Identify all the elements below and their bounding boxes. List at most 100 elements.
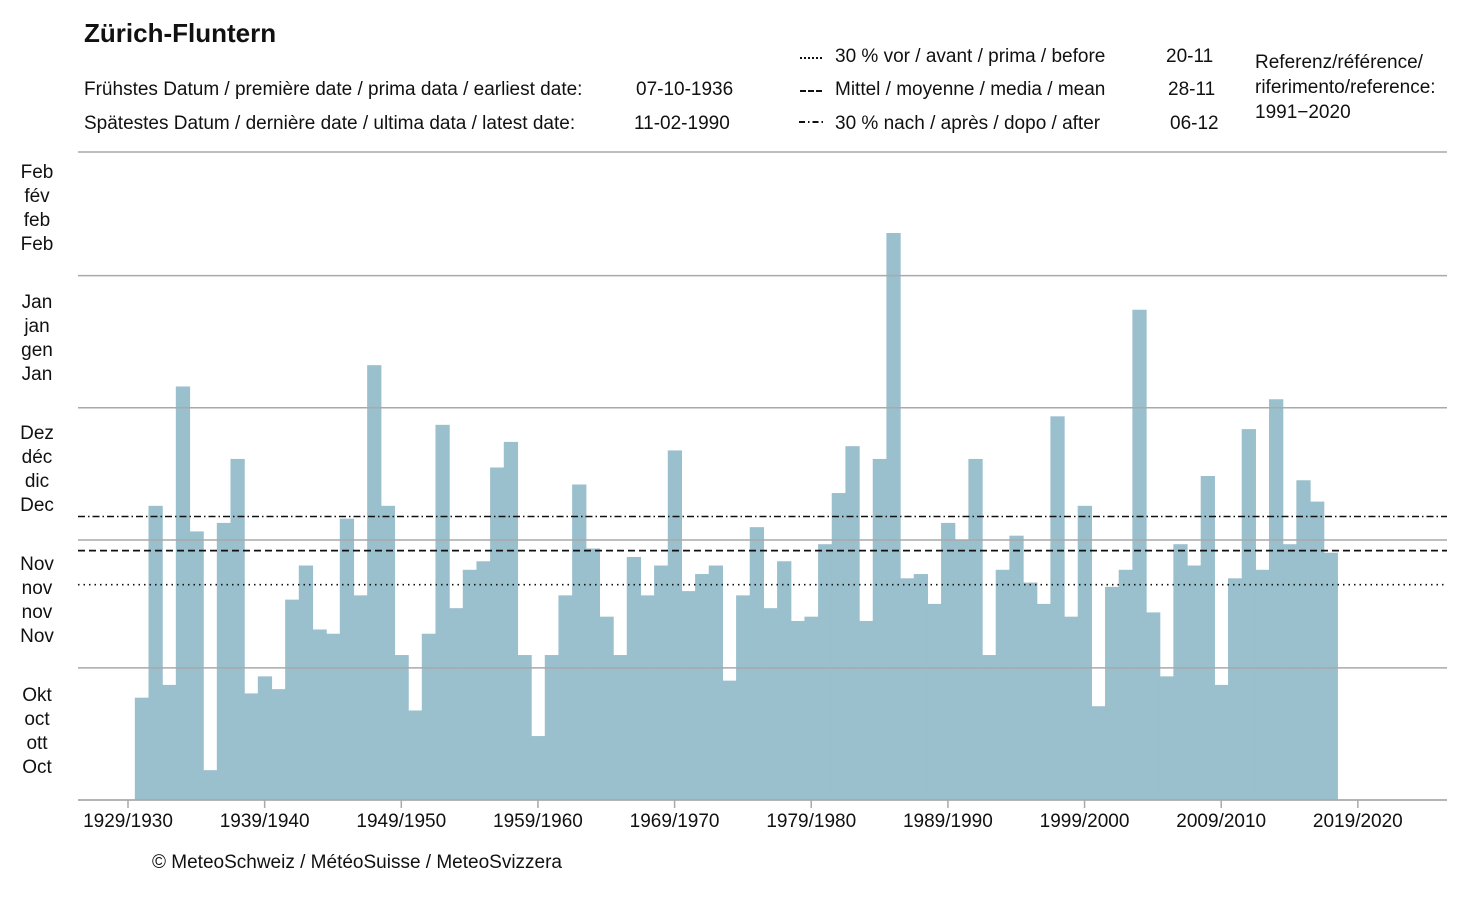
bar	[640, 595, 655, 800]
y-month-label-jan: Jan jan gen Jan	[7, 291, 67, 387]
bar	[1146, 612, 1161, 800]
bar	[831, 493, 847, 800]
bar	[1255, 569, 1270, 800]
bar	[667, 450, 683, 800]
month-line: Okt	[22, 685, 52, 706]
month-line: nov	[21, 578, 53, 599]
month-line: Jan	[21, 364, 53, 385]
legend-before-label: 30 % vor / avant / prima / before	[835, 46, 1106, 67]
month-line: fév	[24, 186, 50, 207]
y-month-label-dec: Dez déc dic Dec	[7, 422, 67, 518]
bar	[503, 441, 519, 800]
month-line: gen	[21, 340, 53, 361]
bar	[257, 676, 273, 800]
month-line: nov	[21, 602, 53, 623]
bar	[175, 386, 191, 800]
bar	[244, 693, 259, 800]
bar	[845, 446, 860, 800]
earliest-date-label: Frühstes Datum / première date / prima d…	[84, 79, 583, 100]
bar	[408, 710, 423, 800]
latest-date-label: Spätestes Datum / dernière date / ultima…	[84, 113, 576, 134]
x-tick-label: 1989/1990	[903, 811, 993, 832]
legend-dashed-swatch	[800, 90, 822, 92]
bar	[476, 561, 491, 800]
x-tick-label: 2019/2020	[1313, 811, 1403, 832]
month-line: Feb	[20, 162, 54, 183]
legend-dashdot-swatch	[799, 121, 825, 123]
bar	[927, 603, 942, 800]
bar	[968, 458, 983, 800]
chart-title: Zürich-Fluntern	[84, 18, 277, 48]
reference-line-2: riferimento/reference:	[1255, 77, 1436, 98]
bar	[1091, 706, 1106, 800]
bar	[995, 569, 1010, 800]
bar	[695, 574, 710, 800]
legend-dotted-swatch	[800, 57, 822, 59]
bar	[1282, 544, 1297, 800]
bar	[790, 620, 806, 800]
bar	[1132, 309, 1147, 800]
bar	[1200, 476, 1215, 800]
bar	[1269, 399, 1284, 800]
y-month-label-oct: Okt oct ott Oct	[7, 684, 67, 780]
month-line: oct	[24, 709, 50, 730]
bar	[1023, 582, 1038, 800]
bar	[230, 458, 245, 800]
month-line: Dez	[20, 423, 54, 444]
bar	[435, 424, 450, 800]
earliest-date-value: 07-10-1936	[636, 79, 734, 100]
bar	[203, 770, 218, 800]
bar	[312, 629, 327, 800]
bar	[1159, 676, 1174, 800]
bar	[394, 655, 409, 800]
legend-before-value: 20-11	[1166, 46, 1214, 67]
bar	[859, 620, 874, 800]
x-tick-label: 1969/1970	[630, 811, 720, 832]
bar	[572, 484, 587, 800]
bar	[517, 655, 532, 800]
bar	[449, 608, 464, 800]
x-tick-label: 1999/2000	[1040, 811, 1130, 832]
bar	[1310, 501, 1325, 800]
bar	[531, 736, 546, 800]
month-line: déc	[21, 447, 53, 468]
bar	[777, 561, 792, 800]
month-line: Nov	[20, 626, 54, 647]
bar	[298, 565, 314, 800]
bar	[1105, 586, 1120, 800]
legend-mean-value: 28-11	[1168, 79, 1216, 100]
month-line: feb	[23, 210, 51, 231]
bar	[654, 565, 669, 800]
reference-line-3: 1991−2020	[1255, 102, 1351, 123]
x-tick-label: 1959/1960	[493, 811, 583, 832]
bar	[353, 595, 368, 800]
bar	[1050, 416, 1065, 800]
bar	[367, 365, 382, 800]
bar	[749, 527, 765, 800]
bar	[1173, 544, 1188, 800]
bar	[681, 591, 696, 800]
legend-after-label: 30 % nach / après / dopo / after	[835, 113, 1101, 134]
month-line: Dec	[20, 495, 54, 516]
bar	[148, 505, 163, 800]
x-tick-label: 1949/1950	[356, 811, 446, 832]
bar	[134, 697, 150, 800]
bar	[900, 578, 915, 800]
bar	[1228, 578, 1243, 800]
bar	[763, 608, 778, 800]
bar	[1296, 480, 1311, 800]
bar	[913, 574, 929, 800]
x-tick-label: 1939/1940	[220, 811, 310, 832]
bar	[736, 595, 751, 800]
bar	[189, 531, 204, 800]
reference-line-1: Referenz/référence/	[1255, 52, 1423, 73]
bar	[285, 599, 300, 800]
bar	[1077, 505, 1092, 800]
bar	[804, 616, 819, 800]
month-line: Oct	[22, 757, 52, 778]
bar	[872, 458, 888, 800]
bar	[1214, 684, 1229, 800]
x-tick-label: 2009/2010	[1176, 811, 1266, 832]
bar	[954, 539, 969, 800]
